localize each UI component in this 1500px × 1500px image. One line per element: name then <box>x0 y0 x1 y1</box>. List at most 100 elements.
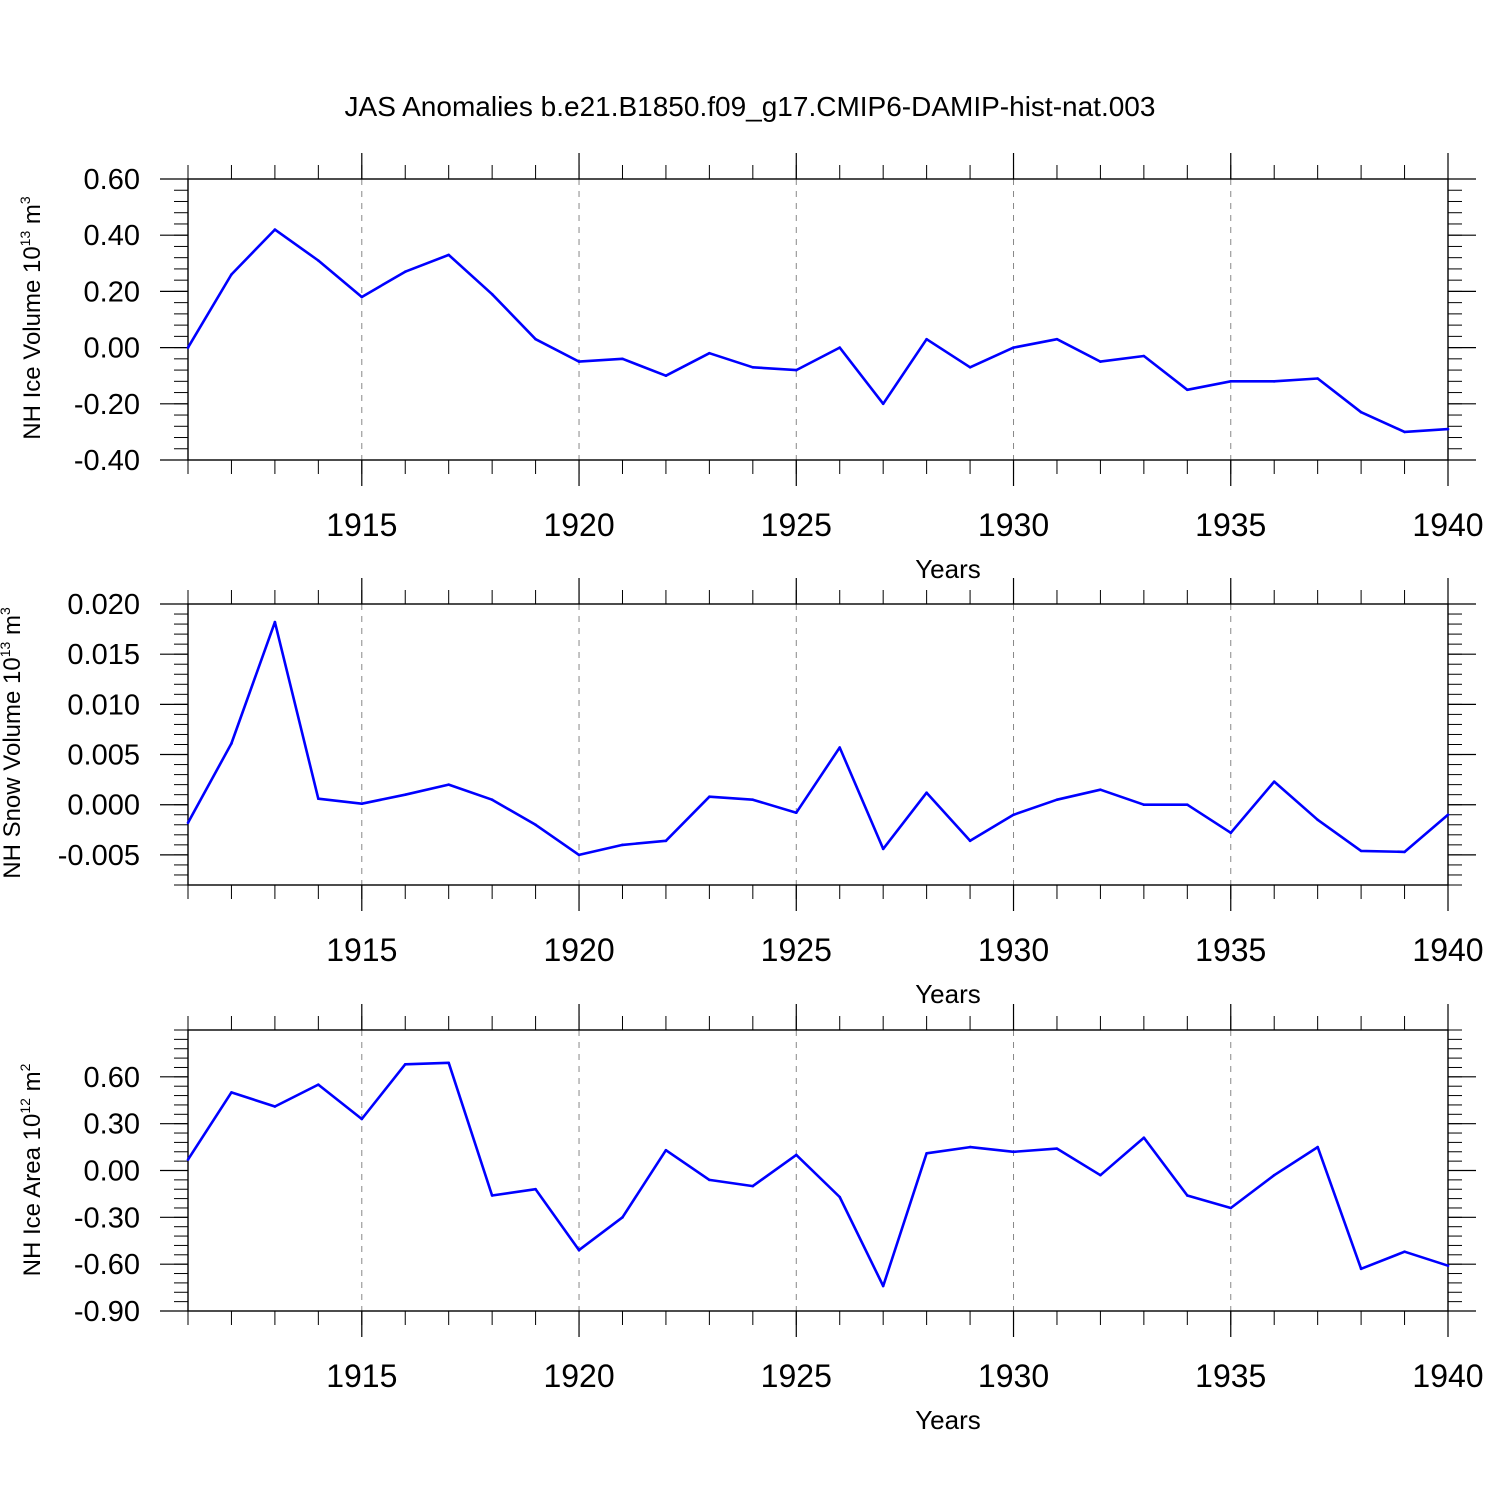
data-point <box>1359 410 1363 414</box>
x-tick-label: 1935 <box>1195 1358 1266 1394</box>
data-point <box>1229 1206 1233 1210</box>
data-point <box>794 368 798 372</box>
data-point <box>925 791 928 794</box>
data-point <box>186 821 190 825</box>
x-tick-label: 1935 <box>1195 507 1266 543</box>
y-tick-label: 0.00 <box>84 1156 140 1188</box>
data-point <box>621 1216 624 1219</box>
y-tick-label: 0.30 <box>84 1109 140 1141</box>
x-tick-label: 1920 <box>543 507 614 543</box>
data-point <box>317 797 320 800</box>
data-point <box>664 839 668 843</box>
data-point <box>490 798 494 801</box>
data-point <box>1446 427 1450 431</box>
data-point <box>881 1284 885 1288</box>
data-point <box>273 1105 277 1108</box>
series-line <box>186 228 1449 434</box>
y-axis-label: NH Snow Volume 1013 m3 <box>0 607 26 879</box>
data-point <box>186 346 190 349</box>
chart-panel-2: 1915 1920 1925 1930 1935 1940 Years 0.020 0.015 0… <box>0 578 1484 1009</box>
data-point <box>925 337 928 341</box>
y-tick-label: 0.60 <box>84 164 140 196</box>
data-point <box>1012 346 1015 349</box>
data-point <box>1403 1250 1406 1253</box>
data-point <box>664 1148 668 1152</box>
plot-frame <box>187 1029 1449 1312</box>
x-tick-label: 1935 <box>1195 932 1266 968</box>
data-point <box>230 742 233 745</box>
x-axis-label: Years <box>915 979 981 1009</box>
y-tick-label: -0.90 <box>74 1296 140 1328</box>
chart-panels: 1915 1920 1925 1930 1935 1940 Years 0.60 0.40 0.2… <box>0 153 1484 1435</box>
data-point <box>534 823 537 827</box>
data-point <box>403 793 407 796</box>
data-point <box>1055 1147 1059 1150</box>
data-point <box>1359 1267 1363 1271</box>
data-point <box>968 839 972 843</box>
data-point <box>838 746 842 749</box>
data-point <box>1186 803 1189 807</box>
data-point <box>403 1063 407 1066</box>
data-point <box>1055 337 1059 341</box>
data-point <box>838 346 842 349</box>
data-point <box>794 1153 798 1157</box>
data-point <box>577 1248 581 1252</box>
data-point <box>751 365 755 369</box>
data-point <box>1099 788 1102 791</box>
x-tick-label: 1940 <box>1412 932 1483 968</box>
data-point <box>708 351 711 355</box>
data-point <box>1403 850 1406 854</box>
data-point <box>751 1184 755 1188</box>
data-point <box>1099 1173 1102 1177</box>
data-point <box>1099 360 1102 363</box>
y-tick-label: 0.000 <box>67 790 140 822</box>
data-point <box>577 360 581 363</box>
x-tick-label: 1925 <box>761 507 832 543</box>
data-point <box>1012 813 1015 817</box>
data-point <box>1229 380 1233 383</box>
x-tick-label: 1915 <box>326 507 397 543</box>
y-tick-label: -0.20 <box>74 389 140 421</box>
chart-panel-1: 1915 1920 1925 1930 1935 1940 Years 0.60 0.40 0.2… <box>17 153 1484 584</box>
y-tick-label: 0.40 <box>84 220 140 252</box>
data-point <box>360 802 364 806</box>
data-point <box>708 1178 711 1182</box>
y-tick-label: 0.60 <box>84 1062 140 1094</box>
data-point <box>621 357 624 361</box>
data-point <box>751 798 755 801</box>
plot-frame <box>187 603 1449 886</box>
data-point <box>925 1152 928 1155</box>
data-point <box>794 811 798 815</box>
data-point <box>1316 818 1319 822</box>
data-point <box>360 295 364 299</box>
series-line <box>186 620 1449 857</box>
data-point <box>1446 813 1450 817</box>
data-point <box>1403 430 1406 434</box>
data-point <box>230 273 233 276</box>
data-point <box>1316 377 1319 380</box>
data-point <box>708 795 711 798</box>
data-point <box>838 1195 842 1199</box>
data-point <box>1186 388 1189 392</box>
data-point <box>273 228 277 231</box>
chart-title: JAS Anomalies b.e21.B1850.f09_g17.CMIP6-… <box>345 91 1156 122</box>
x-tick-label: 1925 <box>761 932 832 968</box>
data-point <box>490 1194 494 1197</box>
data-point <box>360 1117 364 1121</box>
x-tick-label: 1930 <box>978 1358 1049 1394</box>
chart-panel-3: 1915 1920 1925 1930 1935 1940 Years 0.60 0.30 0.0… <box>17 1004 1484 1435</box>
data-point <box>621 843 624 847</box>
data-point <box>577 853 581 857</box>
data-point <box>1229 831 1233 835</box>
x-tick-label: 1940 <box>1412 1358 1483 1394</box>
y-tick-label: 0.20 <box>84 276 140 308</box>
data-point <box>968 365 972 369</box>
y-tick-label: 0.010 <box>67 689 140 721</box>
data-point <box>968 1145 972 1149</box>
y-axis-label: NH Ice Area 1012 m2 <box>17 1063 46 1276</box>
x-tick-label: 1930 <box>978 507 1049 543</box>
data-point <box>447 1061 450 1065</box>
y-tick-label: -0.005 <box>58 840 140 872</box>
y-tick-label: 0.005 <box>67 740 140 772</box>
x-tick-label: 1915 <box>326 932 397 968</box>
